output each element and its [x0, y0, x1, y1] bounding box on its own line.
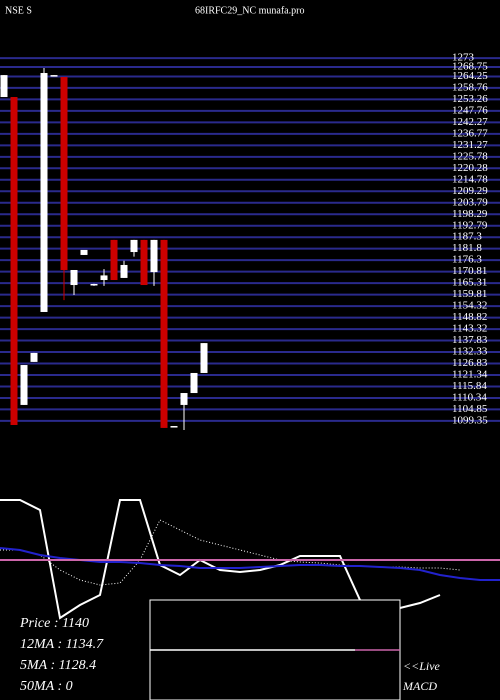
candle-body	[150, 239, 158, 273]
y-tick-label: 1187.3	[452, 231, 482, 243]
y-tick-label: 1159.81	[452, 288, 487, 300]
stat: 50MA : 0	[20, 679, 73, 694]
stat: 5MA : 1128.4	[20, 658, 96, 673]
y-tick-label: 1209.29	[452, 185, 488, 197]
y-tick-label: 1236.77	[452, 127, 488, 139]
y-tick-label: 1126.83	[452, 357, 488, 369]
y-tick-label: 1137.83	[452, 334, 488, 346]
grid: 1099.351104.851110.341115.841121.341126.…	[0, 52, 500, 426]
indicator-name: MACD	[402, 679, 437, 693]
stat: 12MA : 1134.7	[20, 637, 104, 652]
candle-body	[120, 264, 128, 278]
candle-body	[110, 239, 118, 281]
y-tick-label: 1148.82	[452, 311, 487, 323]
y-tick-label: 1268.75	[452, 61, 488, 73]
candle-body	[170, 426, 178, 428]
y-tick-label: 1154.32	[452, 300, 487, 312]
y-tick-label: 1165.31	[452, 277, 487, 289]
y-tick-label: 1273	[452, 52, 475, 64]
y-tick-label: 1143.32	[452, 323, 487, 335]
y-tick-label: 1242.27	[452, 116, 488, 128]
candle-body	[0, 75, 8, 98]
stat: Price : 1140	[19, 616, 89, 631]
y-tick-label: 1099.35	[452, 414, 488, 426]
candle-body	[200, 343, 208, 373]
y-tick-label: 1253.26	[452, 93, 488, 105]
candles	[0, 67, 208, 430]
y-tick-label: 1132.33	[452, 346, 488, 358]
candle-body	[80, 249, 88, 255]
candle-body	[50, 75, 58, 77]
candle-body	[60, 76, 68, 270]
y-tick-label: 1198.29	[452, 208, 488, 220]
candle-body	[130, 239, 138, 253]
y-tick-label: 1121.34	[452, 369, 488, 381]
y-tick-label: 1203.79	[452, 196, 488, 208]
candle-body	[90, 283, 98, 286]
candle-body	[190, 372, 198, 394]
candle-body	[140, 239, 148, 286]
candle-body	[70, 269, 78, 286]
candle-body	[20, 365, 28, 405]
indicator-line	[0, 519, 461, 586]
candle-body	[180, 393, 188, 405]
y-tick-label: 1176.3	[452, 254, 482, 266]
live: <<Live	[403, 659, 441, 673]
candle-body	[30, 352, 38, 362]
y-tick-label: 1115.84	[452, 380, 487, 392]
y-tick-label: 1110.34	[452, 391, 487, 403]
y-tick-label: 1225.78	[452, 150, 488, 162]
chart-title: 68IRFC29_NC munafa.pro	[195, 5, 304, 16]
candle-body	[10, 97, 18, 425]
y-tick-label: 1192.79	[452, 219, 488, 231]
y-tick-label: 1231.27	[452, 139, 488, 151]
y-tick-label: 1258.76	[452, 81, 488, 93]
y-tick-label: 1264.25	[452, 70, 488, 82]
candle-body	[160, 239, 168, 428]
exchange: NSE S	[5, 5, 32, 16]
y-tick-label: 1170.81	[452, 265, 487, 277]
y-tick-label: 1220.28	[452, 162, 488, 174]
y-tick-label: 1214.78	[452, 173, 488, 185]
y-tick-label: 1181.8	[452, 242, 482, 254]
candle-body	[40, 73, 48, 312]
y-tick-label: 1104.85	[452, 403, 488, 415]
y-tick-label: 1247.76	[452, 104, 488, 116]
candle-body	[100, 275, 108, 281]
